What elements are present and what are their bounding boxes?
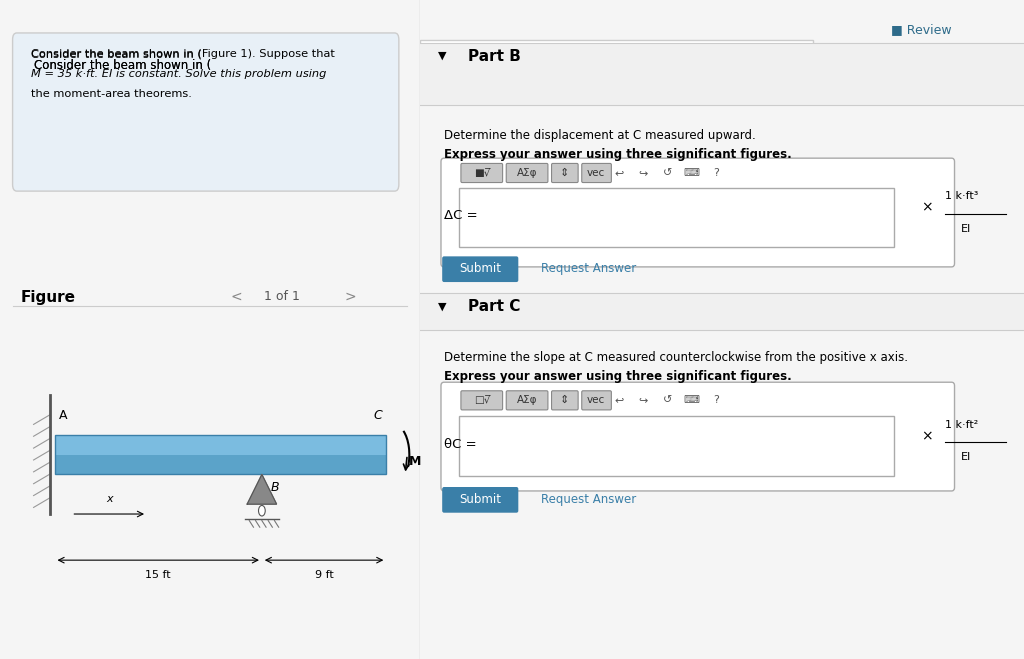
Text: θC =: θC =: [444, 438, 476, 451]
Bar: [54, 435, 386, 474]
Text: Request Answer: Request Answer: [541, 262, 636, 275]
Text: Part B: Part B: [468, 49, 521, 63]
Text: Request Answer: Request Answer: [541, 493, 636, 506]
Bar: [459, 416, 894, 476]
Text: >: >: [344, 290, 356, 304]
Text: ⇕: ⇕: [560, 395, 569, 405]
Text: Consider the beam shown in (Figure 1). Suppose that: Consider the beam shown in (Figure 1). S…: [32, 49, 336, 59]
FancyBboxPatch shape: [552, 391, 579, 410]
FancyBboxPatch shape: [442, 256, 518, 282]
FancyBboxPatch shape: [441, 158, 954, 267]
Text: Figure: Figure: [20, 290, 76, 305]
FancyBboxPatch shape: [461, 391, 503, 410]
Text: Determine the displacement at C measured upward.: Determine the displacement at C measured…: [444, 129, 756, 142]
Text: Determine the slope at C measured counterclockwise from the positive x axis.: Determine the slope at C measured counte…: [444, 351, 908, 364]
Bar: [459, 188, 894, 247]
Text: 1 k·ft³: 1 k·ft³: [945, 191, 979, 201]
Text: Consider the beam shown in (: Consider the beam shown in (: [34, 59, 211, 72]
Bar: [420, 40, 813, 79]
Text: 9 ft: 9 ft: [314, 570, 334, 580]
Text: ↺: ↺: [663, 167, 672, 178]
Text: the moment-area theorems.: the moment-area theorems.: [32, 89, 193, 99]
Text: vec: vec: [587, 395, 605, 405]
Text: ?: ?: [713, 395, 719, 405]
Text: M: M: [410, 455, 422, 468]
Text: AΣφ: AΣφ: [517, 395, 538, 405]
Text: □√̅: □√̅: [474, 395, 490, 405]
Text: ×: ×: [922, 429, 933, 444]
Bar: [54, 455, 386, 474]
Text: Express your answer using three significant figures.: Express your answer using three signific…: [444, 370, 792, 384]
Text: ⌨: ⌨: [684, 395, 699, 405]
Text: C: C: [374, 409, 382, 422]
Text: ↩: ↩: [614, 395, 624, 405]
FancyBboxPatch shape: [506, 391, 548, 410]
Text: ▼: ▼: [438, 301, 446, 312]
Text: ↺: ↺: [663, 395, 672, 405]
Bar: [54, 435, 386, 455]
Text: 1 of 1: 1 of 1: [264, 290, 300, 303]
Text: EI: EI: [961, 452, 971, 462]
Polygon shape: [247, 474, 276, 504]
Text: B: B: [270, 481, 279, 494]
FancyBboxPatch shape: [582, 391, 611, 410]
FancyBboxPatch shape: [552, 163, 579, 183]
Text: <: <: [231, 290, 243, 304]
Text: AΣφ: AΣφ: [517, 167, 538, 178]
Text: ΔC =: ΔC =: [444, 209, 477, 222]
FancyBboxPatch shape: [441, 382, 954, 491]
Bar: [420, 43, 1024, 105]
Text: ▼: ▼: [438, 51, 446, 61]
FancyBboxPatch shape: [506, 163, 548, 183]
Text: Express your answer using three significant figures.: Express your answer using three signific…: [444, 148, 792, 161]
Text: Part C: Part C: [468, 299, 520, 314]
FancyBboxPatch shape: [582, 163, 611, 183]
Text: ↪: ↪: [639, 395, 648, 405]
Text: ×: ×: [922, 200, 933, 215]
FancyBboxPatch shape: [442, 487, 518, 513]
Text: ■ Review: ■ Review: [891, 23, 951, 36]
Text: ⌨: ⌨: [684, 167, 699, 178]
Bar: [420, 293, 1024, 330]
Circle shape: [258, 505, 265, 516]
Text: 15 ft: 15 ft: [145, 570, 171, 580]
Text: ⇕: ⇕: [560, 167, 569, 178]
Text: ↩: ↩: [614, 167, 624, 178]
Text: EI: EI: [961, 224, 971, 234]
FancyBboxPatch shape: [461, 163, 503, 183]
Text: Submit: Submit: [459, 493, 502, 506]
Text: A: A: [58, 409, 68, 422]
Text: Consider the beam shown in (: Consider the beam shown in (: [32, 49, 203, 59]
Text: Consider the beam shown in (: Consider the beam shown in (: [34, 59, 211, 72]
Text: ?: ?: [713, 167, 719, 178]
Text: 1 k·ft²: 1 k·ft²: [945, 420, 979, 430]
Text: Submit: Submit: [459, 262, 502, 275]
Text: M = 35 k·ft. EI is constant. Solve this problem using: M = 35 k·ft. EI is constant. Solve this …: [32, 69, 327, 79]
FancyBboxPatch shape: [12, 33, 399, 191]
Text: vec: vec: [587, 167, 605, 178]
Text: ↪: ↪: [639, 167, 648, 178]
Text: x: x: [105, 494, 113, 504]
Text: ■√̅: ■√̅: [474, 167, 490, 178]
